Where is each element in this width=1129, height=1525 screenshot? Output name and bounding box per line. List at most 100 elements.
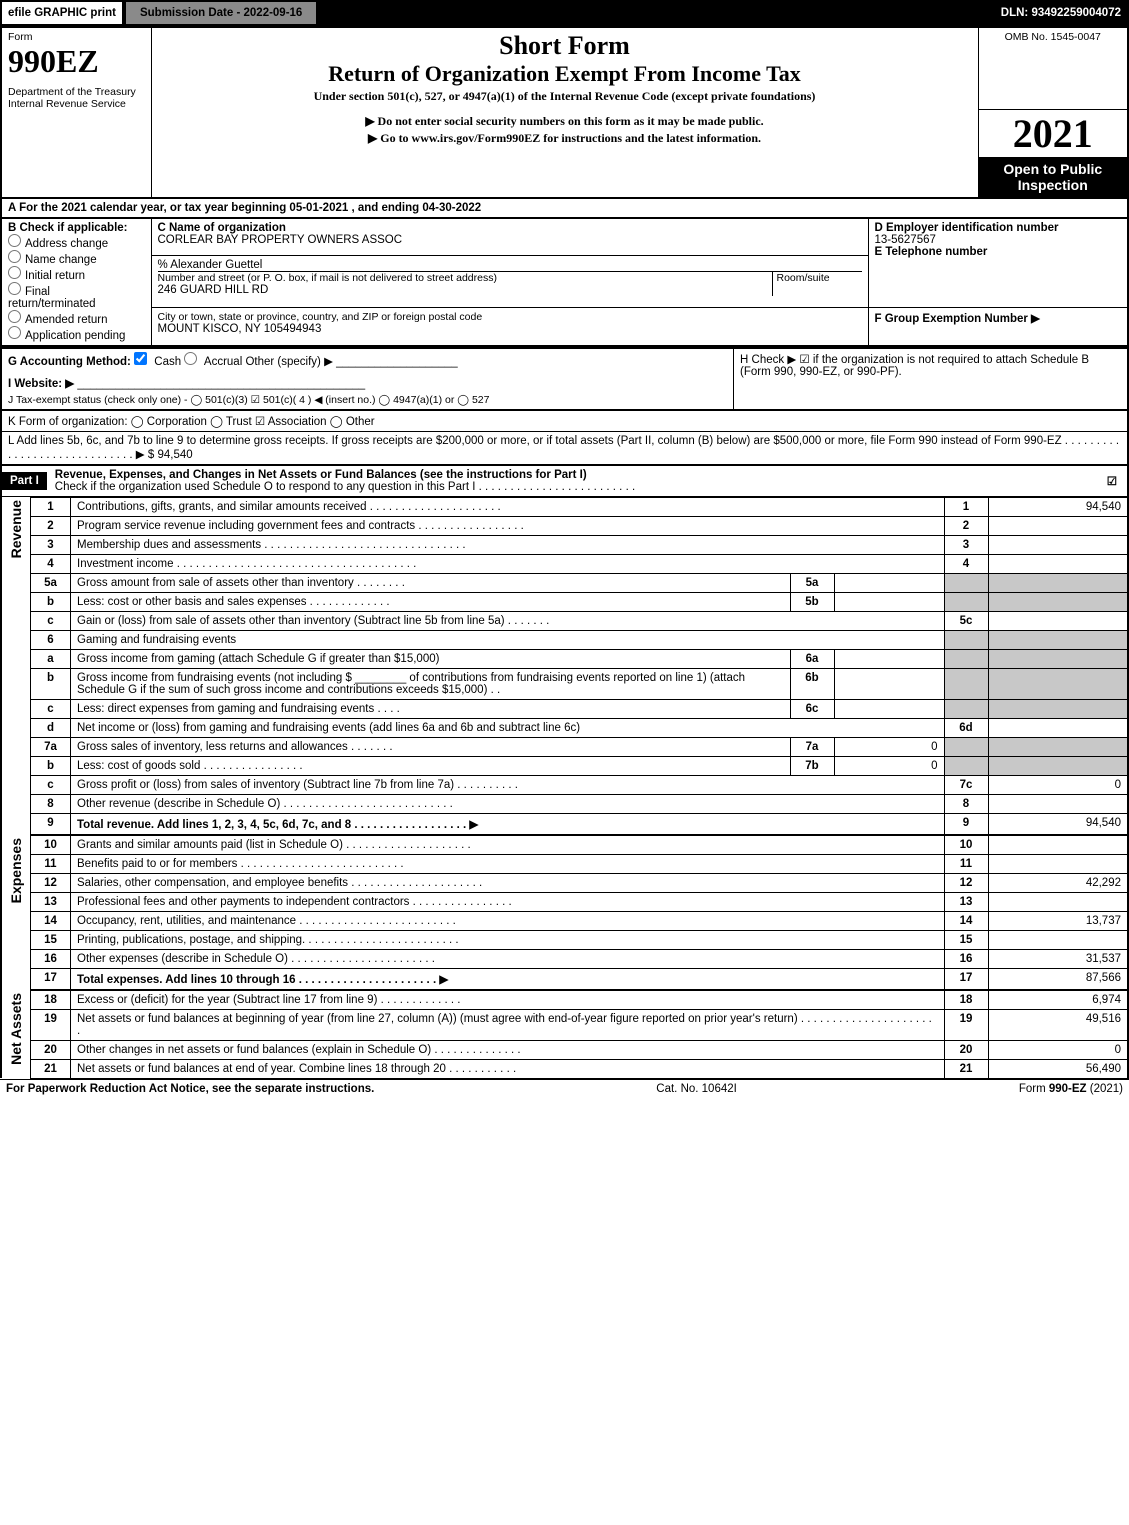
gray-cell (988, 668, 1128, 699)
tax-year: 2021 (979, 110, 1128, 157)
line-11-num: 11 (31, 854, 71, 873)
efile-print-label[interactable]: efile GRAPHIC print (0, 0, 124, 26)
line-6c-text: Less: direct expenses from gaming and fu… (71, 699, 791, 718)
revenue-sidebar: Revenue (8, 500, 24, 558)
dept-label: Department of the Treasury (8, 86, 145, 98)
line-12-num: 12 (31, 873, 71, 892)
line-7b-mid: 7b (790, 756, 834, 775)
line-11-box: 11 (944, 854, 988, 873)
line-7c-box: 7c (944, 775, 988, 794)
line-6b-num: b (31, 668, 71, 699)
line-4-value (988, 554, 1128, 573)
top-bar: efile GRAPHIC print Submission Date - 20… (0, 0, 1129, 26)
check-application-pending[interactable]: Application pending (8, 326, 125, 342)
section-b-label: B Check if applicable: (8, 222, 145, 234)
line-7c-num: c (31, 775, 71, 794)
line-14-box: 14 (944, 911, 988, 930)
accounting-accrual[interactable]: Accrual (184, 356, 242, 368)
line-8-value (988, 794, 1128, 813)
gray-cell (944, 737, 988, 756)
line-10-num: 10 (31, 835, 71, 855)
line-14-num: 14 (31, 911, 71, 930)
line-2-num: 2 (31, 516, 71, 535)
line-6c-num: c (31, 699, 71, 718)
line-1-num: 1 (31, 497, 71, 516)
line-8-num: 8 (31, 794, 71, 813)
line-6b-text: Gross income from fundraising events (no… (71, 668, 791, 699)
line-6b-midval (834, 668, 944, 699)
footer-right: Form 990-EZ (2021) (1019, 1083, 1123, 1095)
line-9-box: 9 (944, 813, 988, 835)
line-6a-num: a (31, 649, 71, 668)
line-18-num: 18 (31, 990, 71, 1010)
gray-cell (944, 573, 988, 592)
line-5c-value (988, 611, 1128, 630)
header-table: Form 990EZ Department of the Treasury In… (0, 26, 1129, 199)
part-i-checkbox[interactable]: ☑ (1097, 474, 1127, 488)
line-6-num: 6 (31, 630, 71, 649)
line-16-value: 31,537 (988, 949, 1128, 968)
line-14-text: Occupancy, rent, utilities, and maintena… (71, 911, 945, 930)
line-15-box: 15 (944, 930, 988, 949)
check-name-change[interactable]: Name change (8, 250, 97, 266)
line-7c-text: Gross profit or (loss) from sales of inv… (71, 775, 945, 794)
line-6c-mid: 6c (790, 699, 834, 718)
accounting-cash[interactable]: Cash (134, 356, 181, 368)
care-of: % Alexander Guettel (158, 259, 862, 271)
line-17-value: 87,566 (988, 968, 1128, 990)
line-13-text: Professional fees and other payments to … (71, 892, 945, 911)
line-17-num: 17 (31, 968, 71, 990)
section-l-amount: 94,540 (157, 449, 192, 461)
line-5c-num: c (31, 611, 71, 630)
line-15-text: Printing, publications, postage, and shi… (71, 930, 945, 949)
street-value: 246 GUARD HILL RD (158, 284, 772, 296)
open-public-inspection: Open to Public Inspection (979, 157, 1128, 197)
check-final-return[interactable]: Final return/terminated (8, 282, 127, 310)
check-amended-return[interactable]: Amended return (8, 310, 107, 326)
line-3-num: 3 (31, 535, 71, 554)
line-10-box: 10 (944, 835, 988, 855)
omb-label: OMB No. 1545-0047 (978, 27, 1128, 109)
line-7a-num: 7a (31, 737, 71, 756)
line-4-num: 4 (31, 554, 71, 573)
gh-table: G Accounting Method: Cash Accrual Other … (0, 347, 1129, 411)
section-g-label: G Accounting Method: (8, 356, 131, 368)
line-19-box: 19 (944, 1009, 988, 1040)
section-d-label: D Employer identification number (875, 222, 1059, 234)
line-6d-text: Net income or (loss) from gaming and fun… (71, 718, 945, 737)
check-address-change[interactable]: Address change (8, 234, 108, 250)
line-18-text: Excess or (deficit) for the year (Subtra… (71, 990, 945, 1010)
section-c-label: C Name of organization (158, 222, 286, 234)
accounting-other[interactable]: Other (specify) ▶ (245, 356, 332, 368)
line-9-value: 94,540 (988, 813, 1128, 835)
line-17-box: 17 (944, 968, 988, 990)
check-initial-return[interactable]: Initial return (8, 266, 85, 282)
gray-cell (944, 699, 988, 718)
line-1-value: 94,540 (988, 497, 1128, 516)
line-5a-num: 5a (31, 573, 71, 592)
section-b-options: Address change Name change Initial retur… (8, 234, 145, 342)
form-word: Form (8, 31, 145, 43)
section-h: H Check ▶ ☑ if the organization is not r… (734, 348, 1128, 410)
line-15-num: 15 (31, 930, 71, 949)
line-21-box: 21 (944, 1059, 988, 1078)
line-10-value (988, 835, 1128, 855)
under-section-note: Under section 501(c), 527, or 4947(a)(1)… (158, 89, 972, 104)
section-f-label: F Group Exemption Number ▶ (875, 313, 1040, 325)
part-i-badge: Part I (2, 472, 47, 490)
gray-cell (988, 737, 1128, 756)
street-label: Number and street (or P. O. box, if mail… (158, 272, 772, 284)
part-i-table: Revenue 1 Contributions, gifts, grants, … (0, 497, 1129, 1079)
line-20-text: Other changes in net assets or fund bala… (71, 1040, 945, 1059)
line-5b-midval (834, 592, 944, 611)
gray-cell (944, 630, 988, 649)
line-10-text: Grants and similar amounts paid (list in… (71, 835, 945, 855)
gray-cell (988, 573, 1128, 592)
line-13-box: 13 (944, 892, 988, 911)
section-i-website: I Website: ▶ (8, 378, 74, 390)
expenses-sidebar: Expenses (8, 838, 24, 903)
line-6a-midval (834, 649, 944, 668)
goto-note[interactable]: ▶ Go to www.irs.gov/Form990EZ for instru… (158, 131, 972, 146)
submission-date-label: Submission Date - 2022-09-16 (124, 0, 318, 26)
line-6a-mid: 6a (790, 649, 834, 668)
